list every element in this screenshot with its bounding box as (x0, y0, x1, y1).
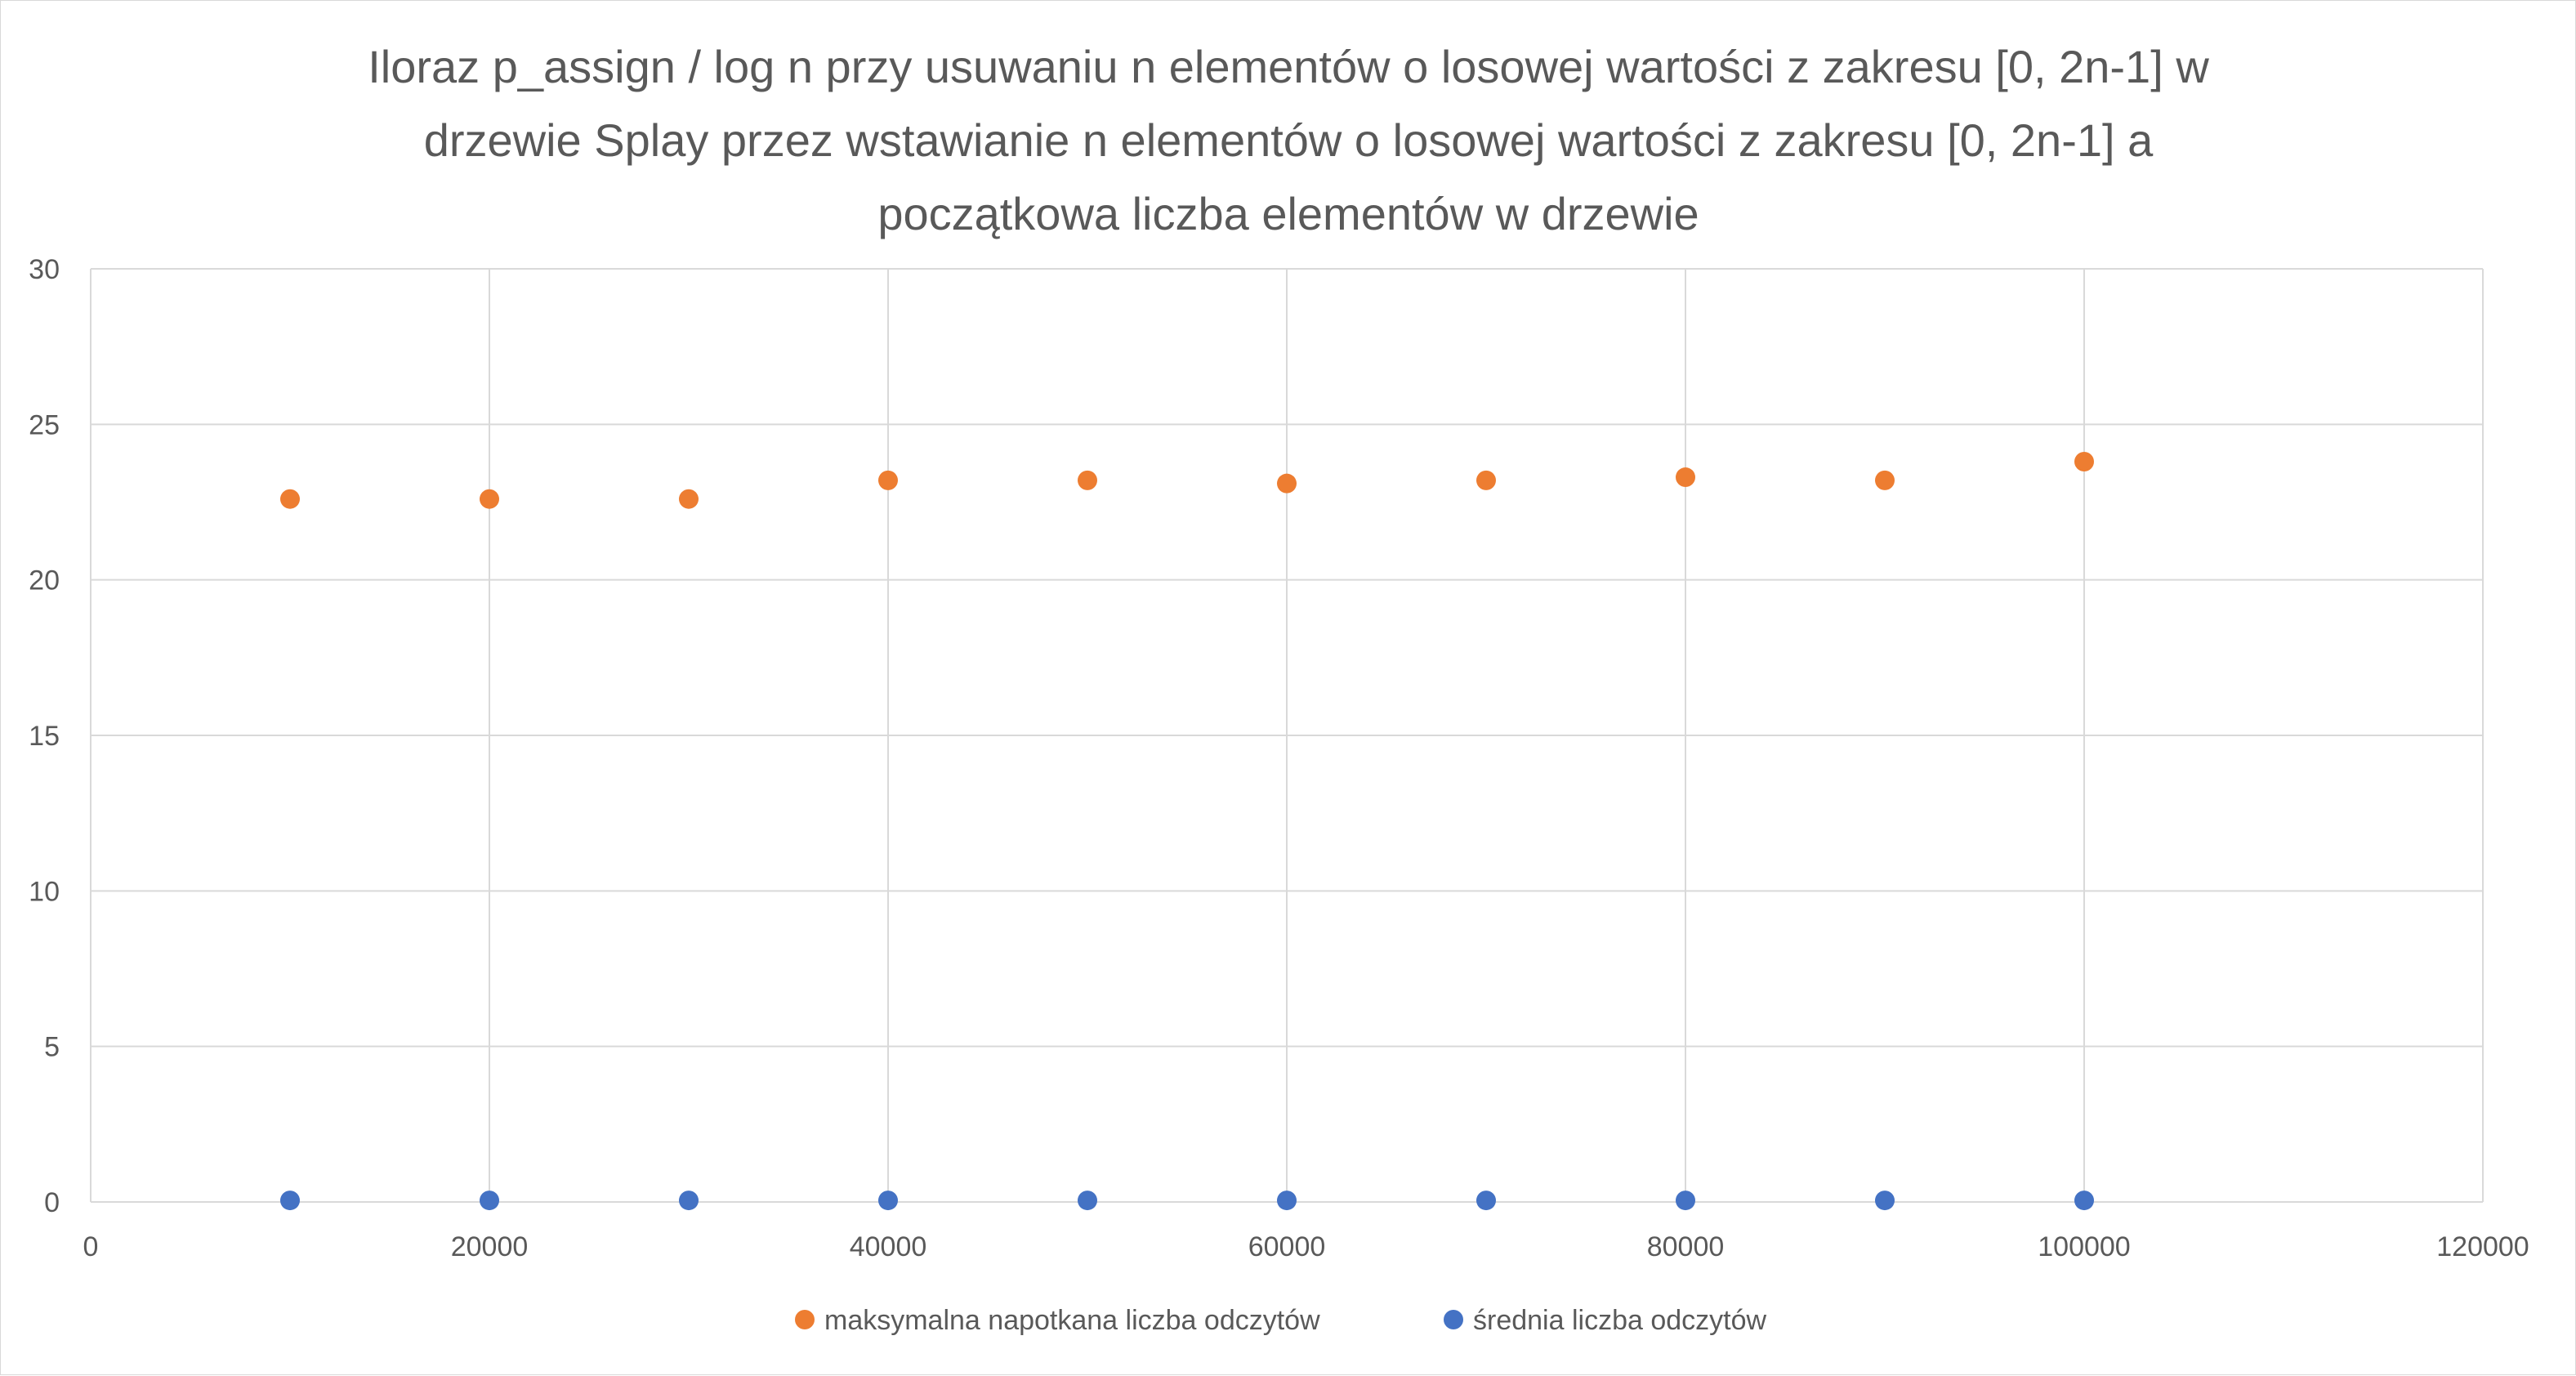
data-point-series-2 (480, 1191, 499, 1211)
legend-label-series-1: maksymalna napotkana liczba odczytów (824, 1305, 1320, 1336)
x-tick-label: 40000 (850, 1231, 927, 1262)
legend: maksymalna napotkana liczba odczytów śred… (795, 1305, 1767, 1336)
legend-marker-series-2 (1444, 1310, 1463, 1329)
data-point-series-1 (878, 470, 898, 490)
chart-title: Iloraz p_assign / log n przy usuwaniu n … (368, 41, 2209, 239)
data-point-series-2 (1476, 1191, 1496, 1211)
y-tick-label: 10 (29, 876, 60, 907)
legend-marker-series-1 (795, 1310, 815, 1329)
x-tick-label: 120000 (2436, 1231, 2529, 1262)
data-point-series-2 (679, 1191, 699, 1211)
y-tick-label: 25 (29, 409, 60, 440)
chart-title-line: Iloraz p_assign / log n przy usuwaniu n … (368, 41, 2209, 92)
legend-label-series-2: średnia liczba odczytów (1473, 1305, 1767, 1336)
y-tick-label: 15 (29, 721, 60, 752)
y-axis-ticks: 0 5 10 15 20 25 30 (29, 254, 60, 1218)
x-tick-label: 80000 (1647, 1231, 1725, 1262)
data-point-series-2 (878, 1191, 898, 1211)
data-point-series-1 (1676, 467, 1695, 488)
data-point-series-1 (280, 489, 300, 509)
x-tick-label: 60000 (1248, 1231, 1326, 1262)
x-tick-label: 20000 (451, 1231, 529, 1262)
data-point-series-2 (1078, 1191, 1097, 1211)
data-point-series-2 (1277, 1191, 1297, 1211)
gridlines (90, 268, 2484, 1203)
y-tick-label: 20 (29, 565, 60, 596)
data-point-series-1 (1078, 470, 1097, 490)
data-point-series-1 (2074, 452, 2094, 472)
data-point-series-1 (1476, 470, 1496, 490)
data-point-series-2 (2074, 1191, 2094, 1211)
data-points (280, 452, 2094, 1211)
data-point-series-2 (1676, 1191, 1695, 1211)
chart-title-line: drzewie Splay przez wstawianie n element… (424, 114, 2154, 166)
data-point-series-1 (480, 489, 499, 509)
y-tick-label: 0 (44, 1187, 60, 1218)
data-point-series-1 (1875, 470, 1895, 490)
chart-title-line: początkowa liczba elementów w drzewie (877, 188, 1699, 239)
y-tick-label: 30 (29, 254, 60, 285)
x-tick-label: 0 (83, 1231, 99, 1262)
data-point-series-1 (1277, 473, 1297, 494)
data-point-series-2 (280, 1191, 300, 1211)
x-tick-label: 100000 (2038, 1231, 2130, 1262)
data-point-series-1 (679, 489, 699, 509)
data-point-series-2 (1875, 1191, 1895, 1211)
x-axis-ticks: 0 20000 40000 60000 80000 100000 120000 (83, 1231, 2529, 1262)
y-tick-label: 5 (44, 1032, 60, 1063)
